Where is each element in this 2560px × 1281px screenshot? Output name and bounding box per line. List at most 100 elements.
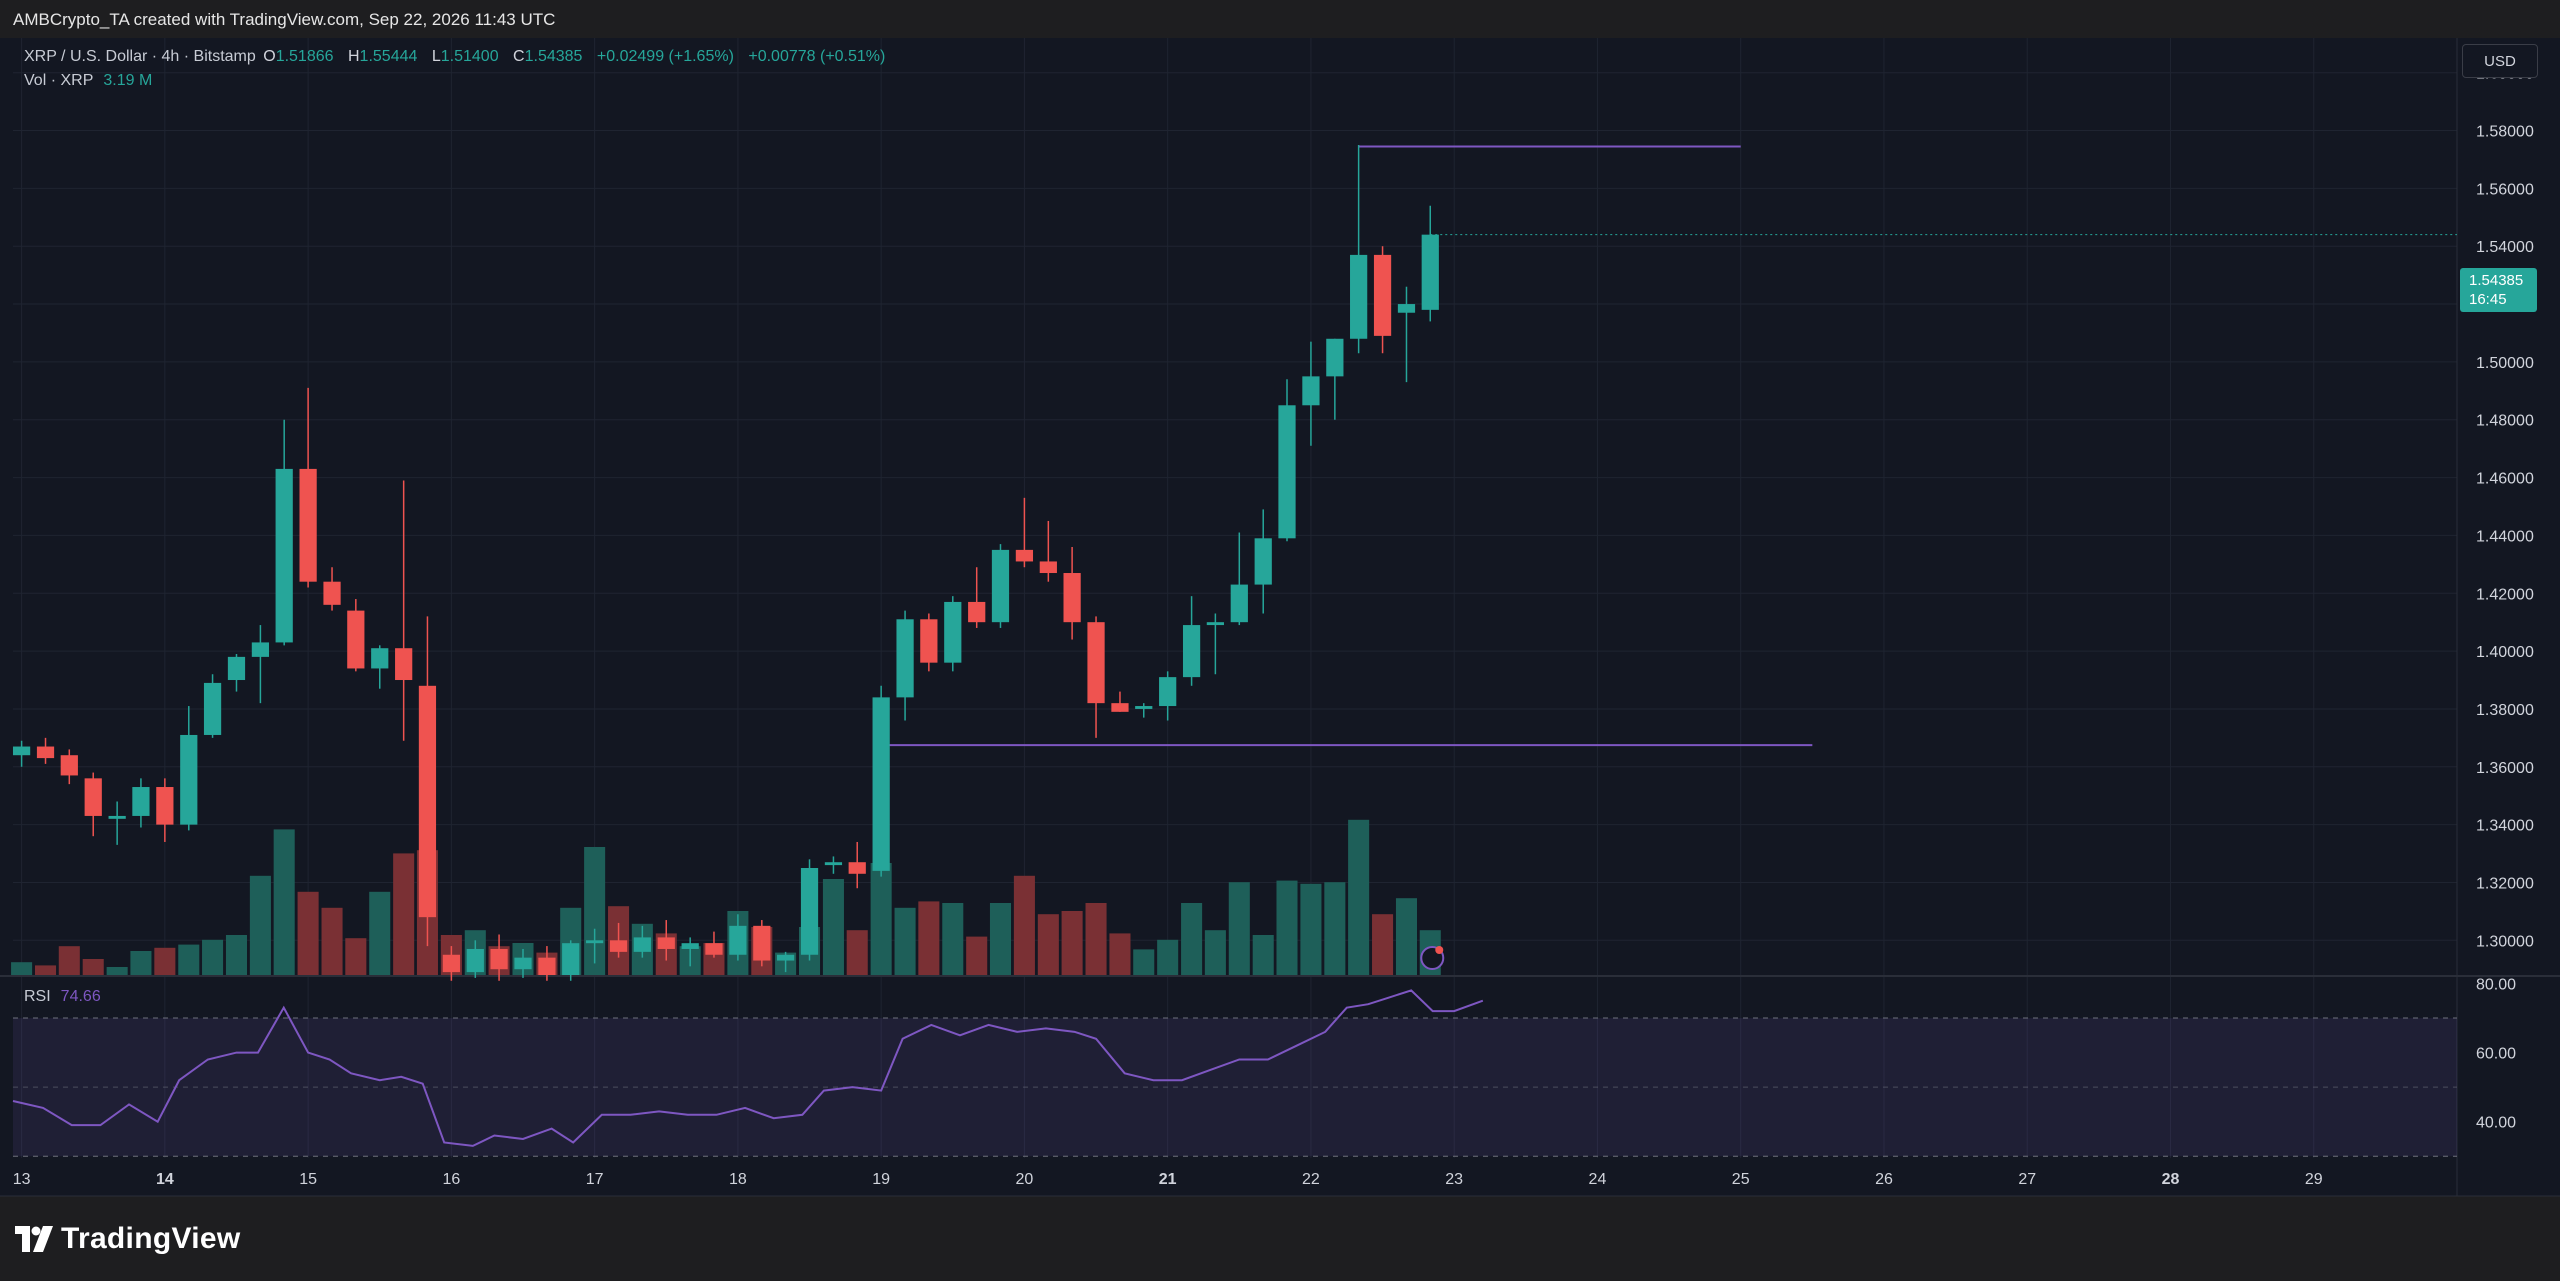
low-value: 1.51400: [440, 48, 499, 65]
candle-body: [12, 746, 31, 756]
rsi-line: [12, 989, 1484, 1147]
price-tick-label: 1.34000: [2476, 818, 2534, 835]
price-tick-label: 1.36000: [2476, 760, 2534, 777]
volume-label: Vol · XRP: [24, 72, 94, 89]
candle-down: [1063, 546, 1081, 640]
candle-body: [705, 943, 723, 955]
high-label: H: [347, 48, 360, 65]
candle-body: [156, 787, 174, 825]
volume-bar: [225, 935, 248, 975]
candle-up: [562, 940, 580, 981]
candle-body: [227, 656, 246, 681]
volume-bar: [1181, 903, 1203, 975]
time-tick-label: 25: [1732, 1171, 1750, 1188]
candle-down: [395, 480, 413, 741]
candle-body: [275, 468, 293, 643]
candle-down: [299, 387, 317, 588]
candle-down: [753, 920, 771, 967]
high-value: 1.55444: [359, 48, 418, 65]
candle-body: [872, 697, 890, 871]
candle-down: [323, 567, 341, 611]
candle-down: [968, 567, 986, 628]
time-tick-label: 17: [586, 1171, 604, 1188]
candle-body: [1111, 703, 1129, 712]
candle-down: [1111, 691, 1129, 712]
candle-up: [729, 914, 747, 961]
time-axis-labels: 13 14 15 16 17 18 19 20 21 22 23 24 25 26 27 28 29: [13, 1171, 2323, 1188]
candle-up: [633, 925, 651, 958]
replay-icon-dot: [1435, 946, 1444, 954]
time-tick-label: 13: [13, 1171, 31, 1188]
candle-down: [1039, 520, 1057, 582]
candle-body: [1350, 254, 1368, 339]
candle-body: [1302, 376, 1320, 406]
volume-bar: [894, 907, 916, 975]
volume-bar: [178, 944, 200, 975]
candle-down: [705, 931, 723, 958]
price-tick-label: 1.46000: [2476, 471, 2534, 488]
candle-body: [514, 957, 532, 970]
candle-body: [1326, 338, 1344, 377]
candle-down: [490, 934, 508, 981]
change-value: +0.02499 (+1.65%): [596, 48, 734, 65]
volume-bar: [1037, 914, 1059, 975]
candle-body: [1397, 304, 1416, 313]
price-tick-label: 1.54000: [2476, 239, 2534, 256]
candle-body: [1159, 677, 1177, 707]
last-price-value: 1.54385: [2469, 272, 2524, 289]
time-tick-label: 21: [1159, 1171, 1177, 1188]
candle-body: [1254, 538, 1272, 585]
currency-button[interactable]: USD: [2462, 44, 2538, 78]
candle-body: [800, 867, 819, 955]
candle-down: [657, 920, 675, 961]
volume-bar: [106, 967, 128, 975]
tradingview-logo[interactable]: TradingView: [15, 1222, 240, 1256]
volume-bar: [1395, 898, 1418, 975]
candle-body: [395, 648, 413, 681]
candle-up: [681, 937, 699, 967]
candle-body: [657, 937, 675, 949]
candle-up: [275, 419, 293, 646]
candle-down: [1015, 497, 1034, 568]
candle-up: [1159, 671, 1177, 721]
volume-bar: [989, 903, 1012, 975]
candle-up: [132, 778, 150, 828]
low-label: L: [431, 48, 441, 65]
volume-bar: [1204, 930, 1226, 975]
candle-up: [1182, 596, 1201, 686]
candles: [12, 145, 1439, 981]
candle-down: [84, 772, 102, 837]
rsi-legend: RSI 74.66: [24, 988, 101, 1006]
candle-body: [1373, 254, 1392, 336]
volume-bar: [1228, 882, 1250, 975]
volume-value: 3.19 M: [103, 72, 153, 89]
symbol-name: XRP / U.S. Dollar · 4h · Bitstamp: [24, 48, 256, 65]
candle-down: [442, 946, 460, 981]
time-tick-label: 19: [872, 1171, 890, 1188]
rsi-tick-label: 40.00: [2476, 1115, 2516, 1132]
candle-body: [609, 940, 628, 952]
volume-bar: [1013, 875, 1035, 975]
footer-background: [0, 1196, 2560, 1281]
volume-bar: [1061, 911, 1083, 975]
volume-bar: [345, 938, 367, 975]
candle-body: [824, 862, 843, 866]
open-value: 1.51866: [275, 48, 334, 65]
candle-down: [538, 946, 556, 981]
replay-icon: [1420, 946, 1445, 970]
close-value: 1.54385: [524, 48, 583, 65]
volume-bar: [822, 879, 844, 975]
volume-bar: [202, 939, 224, 975]
candle-body: [1135, 706, 1153, 709]
time-tick-label: 24: [1589, 1171, 1607, 1188]
candle-body: [466, 948, 484, 973]
chart-author-title: AMBCrypto_TA created with TradingView.co…: [13, 10, 556, 29]
candle-down: [1373, 246, 1392, 354]
rsi-tick-label: 80.00: [2476, 976, 2516, 993]
candle-body: [347, 610, 365, 669]
candle-body: [681, 943, 699, 949]
candle-up: [872, 685, 890, 877]
candle-body: [633, 937, 651, 952]
candle-body: [753, 925, 771, 961]
